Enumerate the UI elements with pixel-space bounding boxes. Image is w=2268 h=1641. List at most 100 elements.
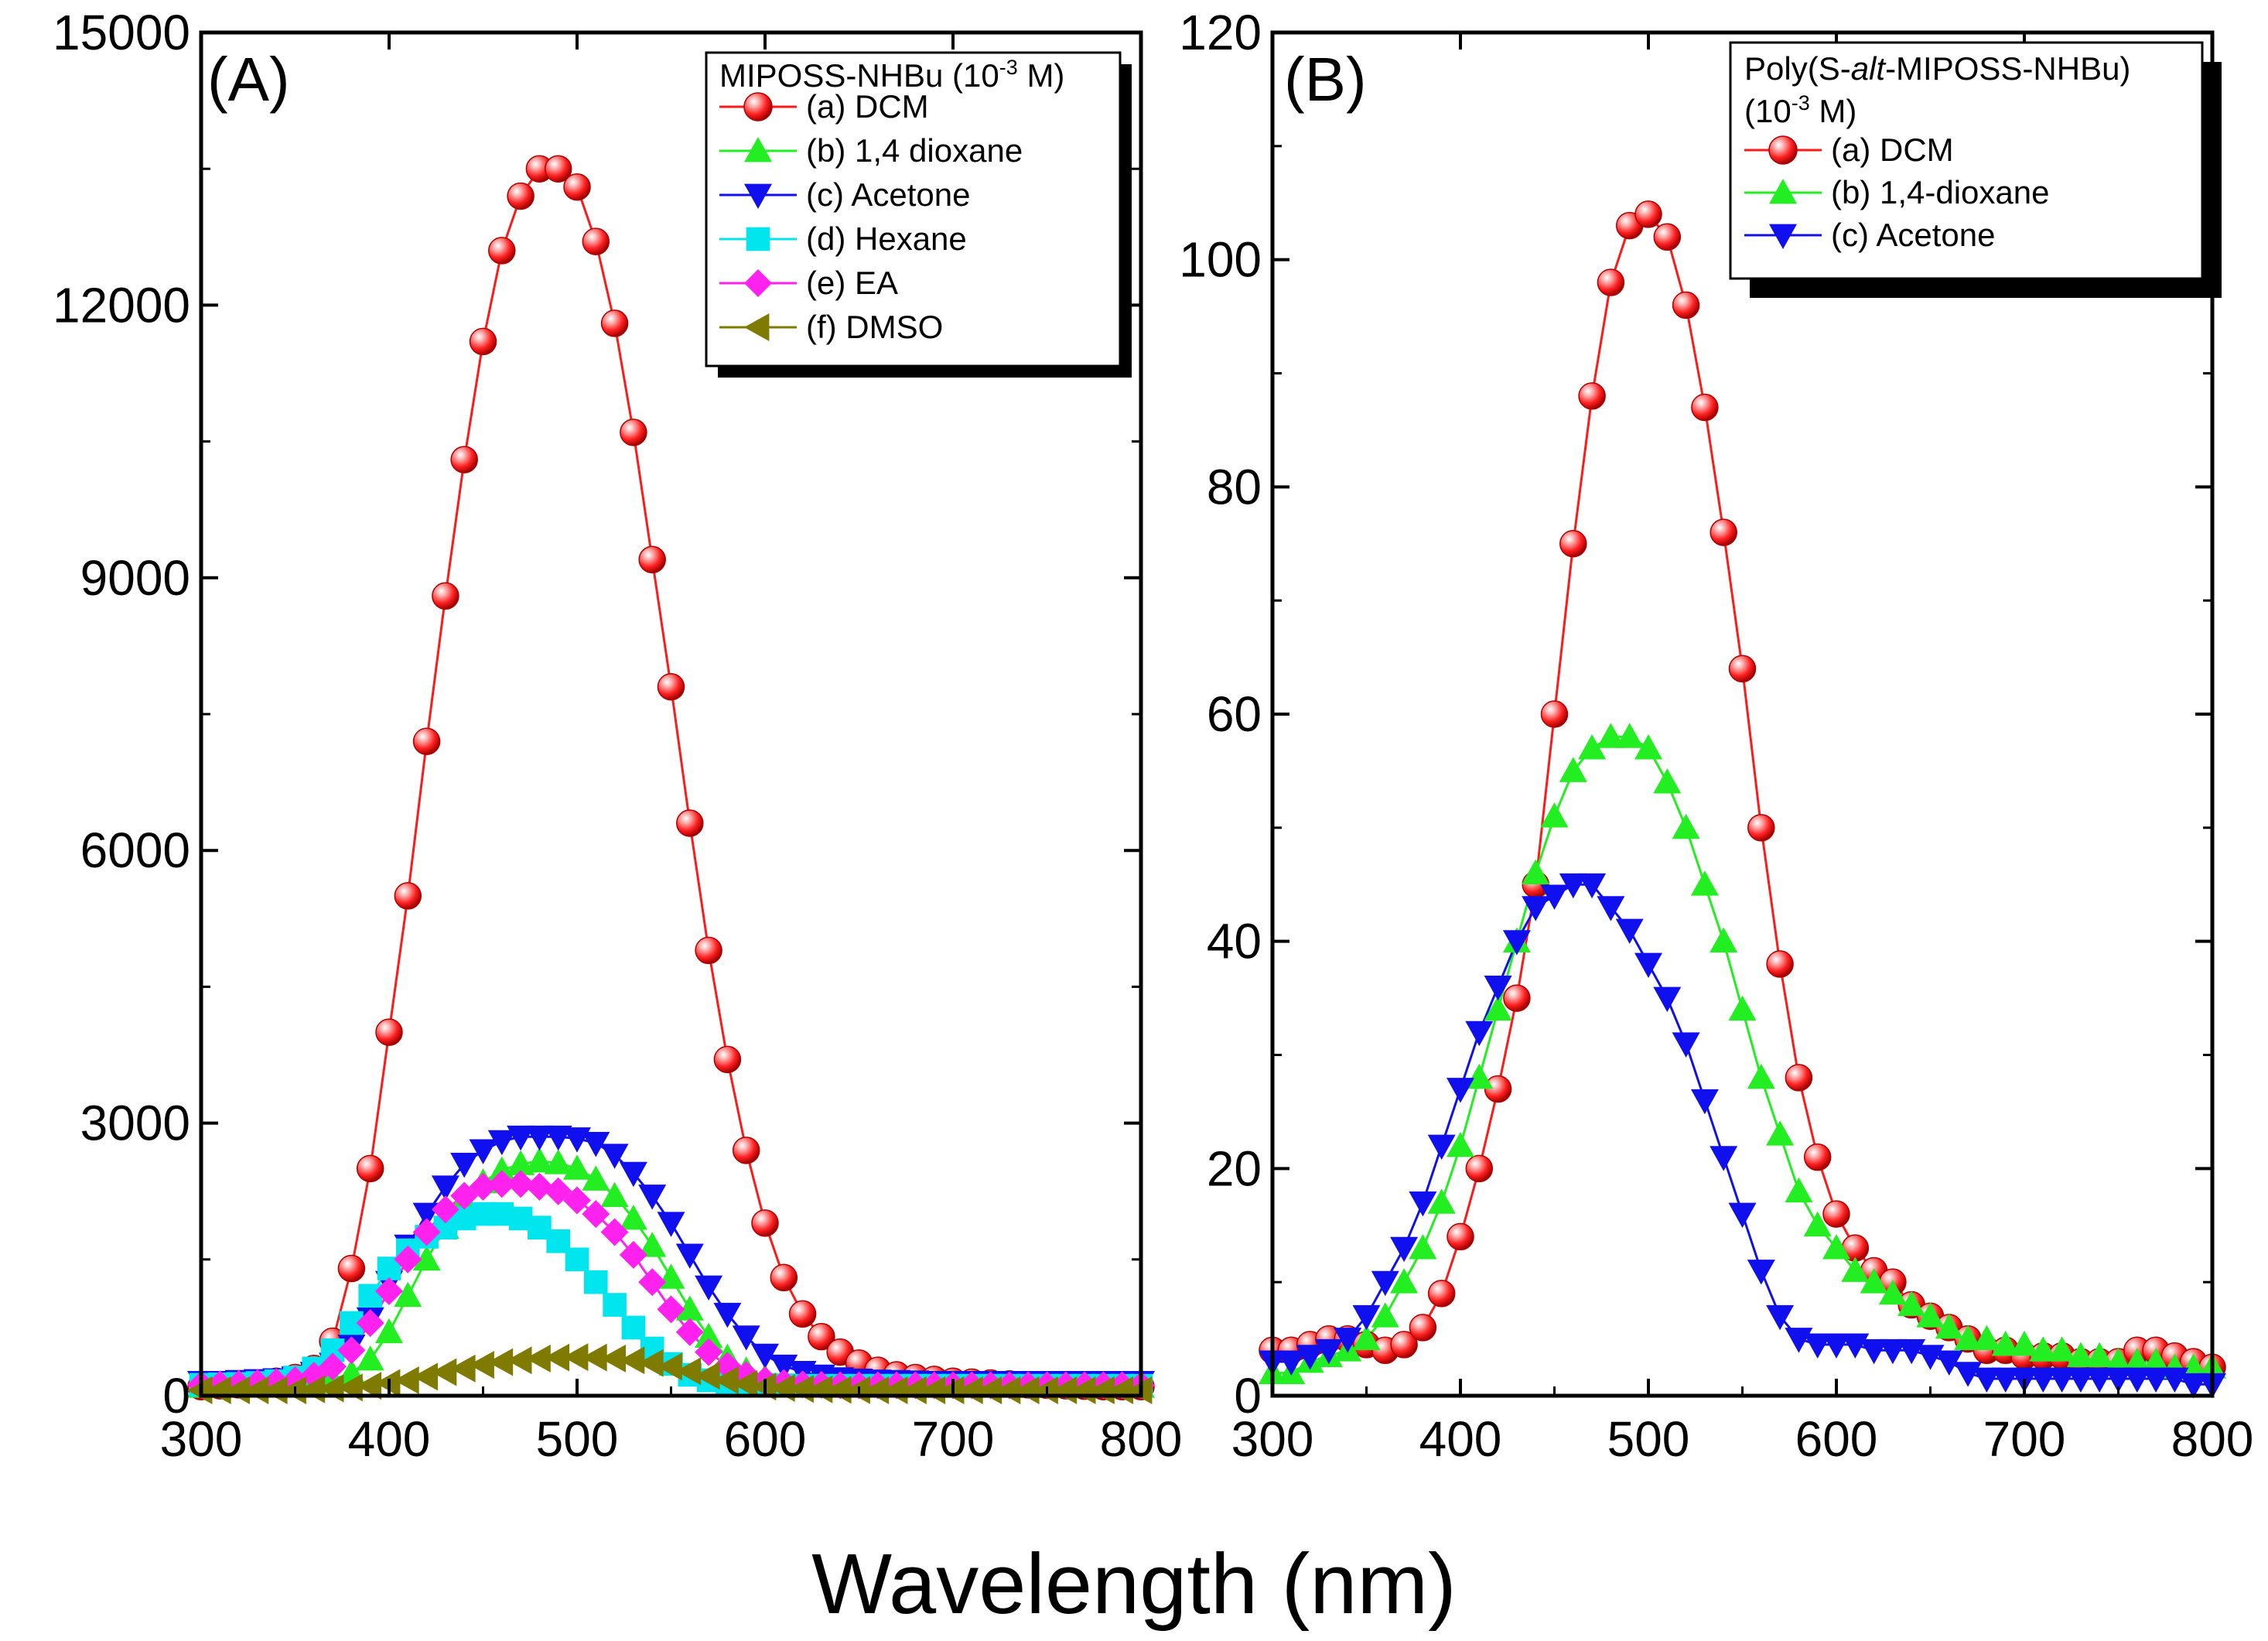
data-point [600, 1181, 629, 1207]
data-point [2142, 1367, 2171, 1393]
data-point [469, 327, 497, 356]
panel-a-legend-entry-c-acetone: (c) Acetone [719, 176, 970, 213]
data-point [394, 1281, 422, 1308]
data-point [1334, 1328, 1362, 1353]
panel-a-y-tick-labels: 0 3000 6000 9000 12000 15000 [53, 5, 190, 1424]
data-point [1559, 873, 1587, 899]
data-point [1653, 768, 1682, 794]
data-point [1502, 930, 1531, 956]
data-point [375, 1277, 403, 1305]
data-point [1540, 802, 1569, 828]
data-point [450, 1181, 479, 1210]
data-point [1822, 1234, 1850, 1260]
data-point [1352, 1325, 1381, 1350]
panel-a-legend-entry-f-dmso: (f) DMSO [719, 309, 943, 345]
data-point [788, 1300, 817, 1328]
data-point [358, 1284, 382, 1308]
data-point [507, 1170, 535, 1198]
data-point [1766, 950, 1794, 978]
panel-b-legend: Poly(S-alt-MIPOSS-NHBu) (10-3 M) (a) DCM… [1729, 41, 2222, 298]
data-point [1973, 1325, 2001, 1350]
data-point [695, 1275, 723, 1301]
data-point [2123, 1347, 2151, 1373]
data-point [2010, 1330, 2038, 1356]
data-point [1766, 1120, 1795, 1146]
data-point [638, 1349, 664, 1377]
data-point [1427, 1134, 1456, 1160]
data-point [2048, 1367, 2076, 1393]
data-point [431, 1195, 459, 1224]
data-point [675, 1243, 704, 1269]
data-point [412, 1218, 441, 1246]
data-point [584, 1270, 608, 1294]
legend-label: (b) 1,4 dioxane [806, 132, 1023, 169]
data-point [1427, 1188, 1456, 1214]
legend-marker [744, 137, 772, 162]
data-point [1634, 734, 1662, 760]
data-point [1540, 884, 1569, 910]
panel-b: 300 400 500 600 700 800 0 20 40 60 80 100 120 (B) P… [1179, 5, 2253, 1467]
panel-a-legend-box [705, 51, 1122, 368]
data-point [431, 1358, 457, 1386]
data-point [582, 1132, 610, 1157]
panel-b-legend-entry-a-dcm: (a) DCM [1744, 132, 1954, 168]
data-point [1954, 1325, 1983, 1350]
data-point [675, 1295, 704, 1321]
y-tick-label: 12000 [53, 277, 190, 333]
data-point [1559, 530, 1587, 558]
data-point [412, 1362, 438, 1391]
data-point [1390, 1331, 1418, 1359]
data-point [1672, 1032, 1700, 1058]
data-point [600, 1144, 629, 1169]
data-point [1296, 1345, 1324, 1370]
data-point [337, 1336, 366, 1365]
data-point [1803, 1143, 1832, 1171]
y-tick-label: 0 [1234, 1368, 1262, 1424]
data-point [525, 1147, 554, 1173]
data-point [356, 1372, 382, 1400]
data-point [751, 1343, 779, 1369]
data-point [1409, 1234, 1437, 1260]
panel-a-label: (A) [207, 45, 290, 114]
panel-b-legend-entries: (a) DCM (b) 1,4-dioxane (c) Acetone [1744, 132, 2050, 253]
data-point [2066, 1342, 2095, 1368]
data-point [319, 1352, 347, 1381]
data-point [563, 1343, 589, 1372]
data-point [1559, 757, 1587, 782]
data-point [1484, 976, 1512, 1001]
data-point [1371, 1270, 1399, 1297]
x-axis-title: Wavelength (nm) [811, 1537, 1456, 1632]
data-point [1672, 291, 1700, 320]
data-point [1653, 223, 1682, 251]
data-point [621, 1315, 646, 1340]
data-point [1878, 1338, 1907, 1365]
panel-a-legend-entry-d-hexane: (d) Hexane [719, 221, 967, 257]
data-point [544, 1149, 572, 1174]
data-point [619, 1240, 647, 1269]
y-tick-label: 3000 [80, 1096, 190, 1151]
data-point [638, 545, 666, 574]
data-point [1484, 1075, 1512, 1103]
panel-a-legend: MIPOSS-NHBu (10-3 M) (a) DCM (b) 1,4 diox… [705, 51, 1132, 378]
data-point [713, 1366, 739, 1395]
panel-b-series-line-b-1-4-dioxane [1272, 735, 2212, 1375]
data-point [525, 1125, 554, 1151]
y-tick-label: 15000 [53, 5, 190, 60]
data-point [412, 727, 441, 755]
data-point [394, 1245, 422, 1273]
y-tick-label: 80 [1207, 459, 1262, 515]
data-point [619, 1346, 645, 1375]
data-point [544, 1343, 570, 1372]
data-point [638, 1185, 667, 1210]
data-point [1447, 1222, 1474, 1251]
data-point [487, 1130, 516, 1156]
legend-marker [744, 183, 772, 209]
data-point [487, 1348, 514, 1376]
data-point [676, 809, 704, 837]
data-point [450, 1354, 476, 1383]
data-point [2085, 1367, 2114, 1393]
data-point [1897, 1291, 1926, 1316]
legend-marker [744, 313, 770, 341]
panel-b-legend-entry-c-acetone: (c) Acetone [1744, 217, 1995, 253]
panel-b-markers [1259, 200, 2226, 1399]
